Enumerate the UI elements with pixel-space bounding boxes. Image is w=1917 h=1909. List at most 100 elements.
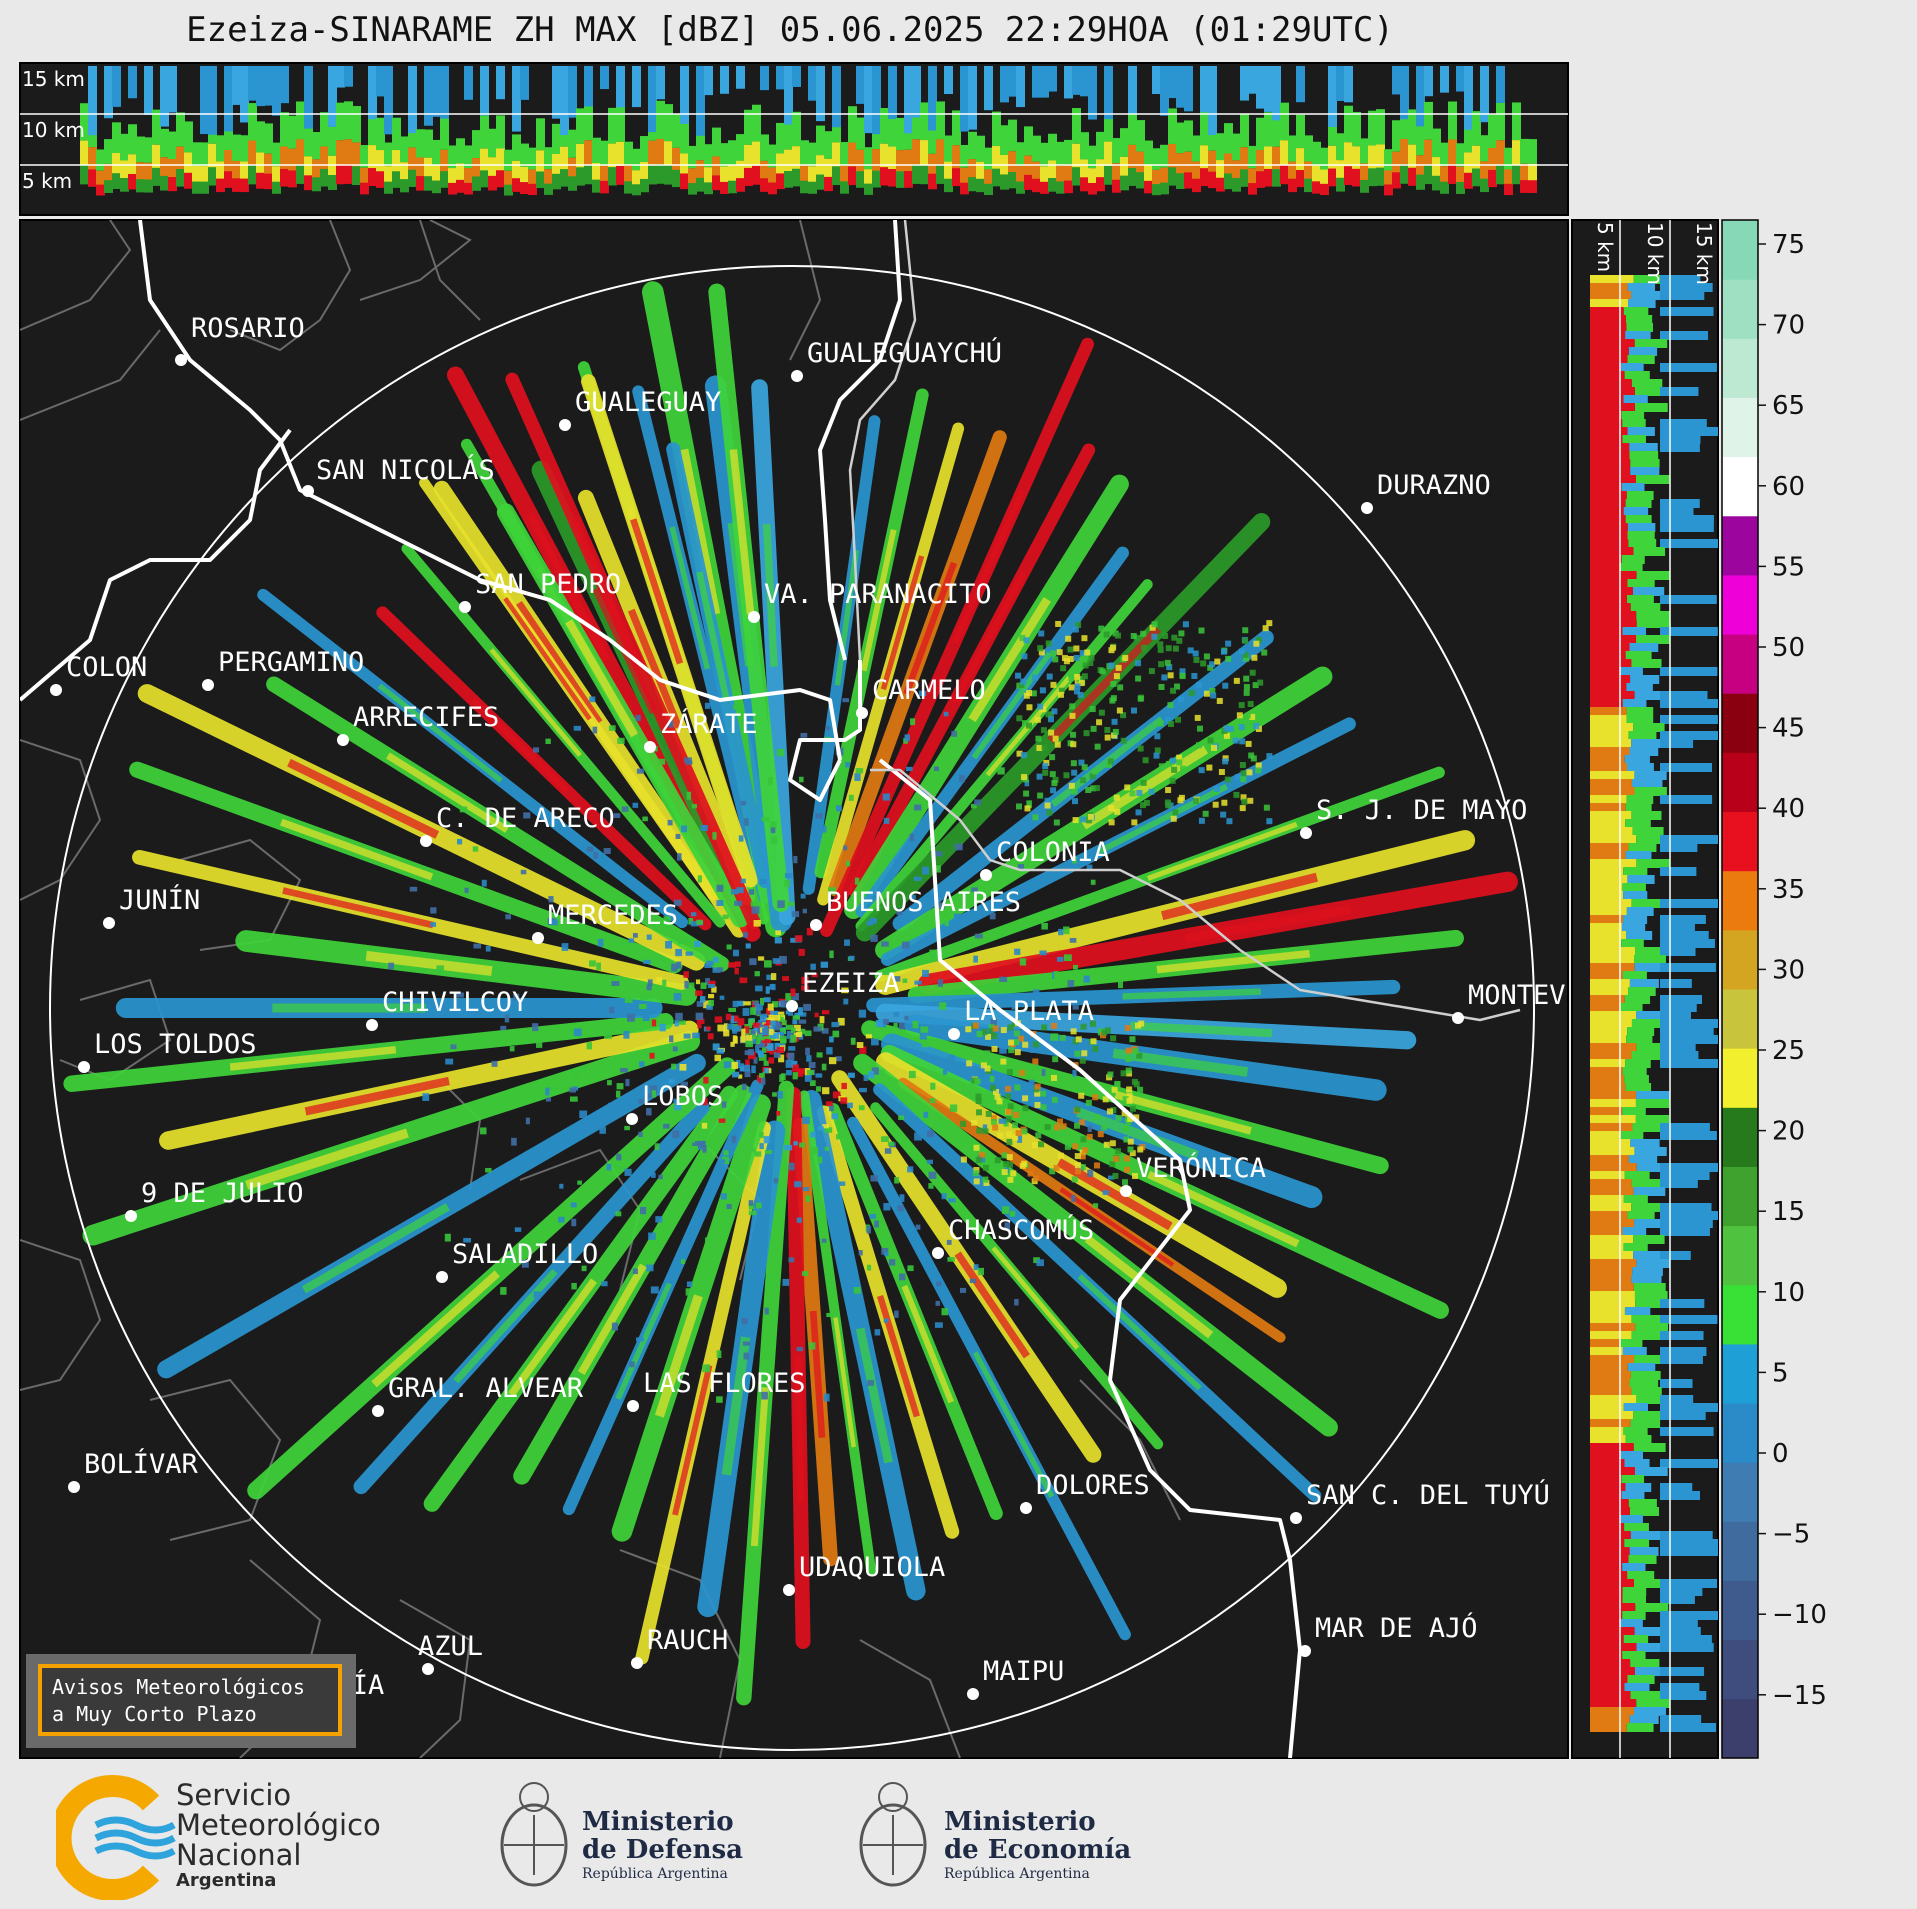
reflectivity-core (954, 1251, 1030, 1359)
top-section-cell (232, 66, 241, 105)
clutter-pixel (941, 1193, 947, 1200)
city-dot-san-pedro (459, 601, 471, 613)
side-section-cell (1660, 515, 1714, 524)
top-section-cell (1104, 141, 1113, 168)
precip-pixel (1167, 721, 1174, 728)
reflectivity-core (245, 1128, 409, 1190)
top-section-cell (1280, 102, 1289, 141)
colorbar-swatch (1722, 1225, 1758, 1286)
city-dot-mercedes (532, 932, 544, 944)
top-section-cell (648, 66, 657, 133)
clutter-pixel (780, 1035, 787, 1043)
clutter-pixel (825, 725, 831, 731)
precip-pixel (1253, 640, 1260, 647)
colorbar-frame (1721, 219, 1759, 1759)
side-section-cell (1634, 339, 1668, 348)
top-section-cell (296, 101, 305, 140)
side-section-cell (1622, 1587, 1647, 1596)
top-section-cell (904, 66, 913, 134)
top-section-cell (944, 161, 953, 181)
precip-pixel (1078, 680, 1085, 687)
top-section-cell (336, 102, 345, 141)
side-section-cell (1590, 851, 1626, 860)
clutter-pixel (646, 984, 652, 991)
clutter-pixel (597, 938, 604, 947)
top-section-cell (376, 117, 385, 151)
side-section-cell (1623, 307, 1649, 316)
precip-pixel (1113, 1155, 1120, 1162)
side-section-cell (1628, 843, 1657, 852)
city-dot-rosario (175, 354, 187, 366)
top-section-cell (560, 146, 569, 172)
clutter-pixel (1067, 980, 1075, 988)
top-section-cell (280, 66, 289, 104)
precip-pixel (1074, 1106, 1081, 1113)
clutter-pixel (1087, 1169, 1094, 1177)
side-section-cell (1590, 1083, 1626, 1092)
side-section-cell (1636, 1011, 1670, 1020)
top-section-cell (528, 147, 537, 170)
clutter-pixel (837, 1017, 845, 1026)
clutter-pixel (821, 1010, 830, 1015)
precip-pixel (1012, 1134, 1019, 1141)
top-section-cell (320, 146, 329, 171)
top-section-cell (1520, 180, 1529, 193)
top-section-cell (1232, 177, 1241, 192)
top-section-cell (304, 156, 313, 177)
clutter-pixel (744, 1023, 753, 1029)
side-section-cell (1590, 483, 1622, 492)
side-section-cell (1660, 1627, 1701, 1636)
top-section-cell (1272, 146, 1281, 172)
top-section-cell (976, 161, 985, 181)
notice-line-2: a Muy Corto Plazo (52, 1702, 257, 1726)
side-section-cell (1590, 755, 1625, 764)
clutter-pixel (942, 1069, 948, 1075)
colorbar-tick-label: 45 (1772, 714, 1805, 744)
side-section-cell (1634, 387, 1668, 396)
colorbar-tick-label: 35 (1772, 875, 1805, 905)
clutter-pixel (793, 1141, 798, 1146)
clutter-pixel (648, 1232, 656, 1240)
city-label-san-c-del-tuyú: SAN C. DEL TUYÚ (1306, 1479, 1550, 1511)
clutter-pixel (559, 1183, 564, 1189)
side-section-cell (1590, 499, 1626, 508)
clutter-pixel (756, 1036, 761, 1045)
precip-pixel (991, 1045, 998, 1052)
clutter-pixel (593, 852, 598, 859)
precip-pixel (1212, 801, 1219, 808)
precip-pixel (985, 1095, 992, 1102)
clutter-pixel (751, 906, 760, 914)
top-section-cell (704, 66, 713, 96)
side-section-cell (1660, 1683, 1700, 1692)
clutter-pixel (1057, 956, 1064, 962)
top-section-cell (160, 66, 169, 127)
city-label-los-toldos: LOS TOLDOS (94, 1029, 257, 1060)
clutter-pixel (854, 773, 861, 782)
clutter-pixel (1021, 1046, 1026, 1051)
top-section-cell (576, 108, 585, 144)
precip-pixel (1050, 1074, 1057, 1081)
clutter-pixel (988, 1160, 993, 1166)
precip-pixel (1182, 621, 1189, 628)
precip-pixel (1018, 682, 1025, 689)
clutter-pixel (737, 1018, 745, 1026)
reflectivity-core (1059, 1187, 1175, 1267)
side-section-cell (1660, 947, 1696, 956)
precip-pixel (1179, 673, 1186, 680)
top-section-cell (96, 184, 105, 196)
top-section-cell (1352, 168, 1361, 187)
clutter-pixel (980, 1065, 988, 1073)
side-section-cell (1633, 1443, 1666, 1452)
precip-pixel (991, 1033, 998, 1040)
clutter-pixel (702, 1144, 707, 1153)
clutter-pixel (699, 996, 706, 1003)
side-section-cell (1590, 427, 1628, 436)
top-section-cell (1008, 151, 1017, 174)
top-section-cell (736, 134, 745, 161)
side-section-cell (1590, 1611, 1623, 1620)
clutter-pixel (828, 887, 836, 895)
top-section-cell (952, 110, 961, 146)
top-section-cell (448, 182, 457, 195)
notice-box[interactable]: Avisos Meteorológicos a Muy Corto Plazo (38, 1664, 342, 1736)
top-section-cell (1240, 66, 1249, 101)
